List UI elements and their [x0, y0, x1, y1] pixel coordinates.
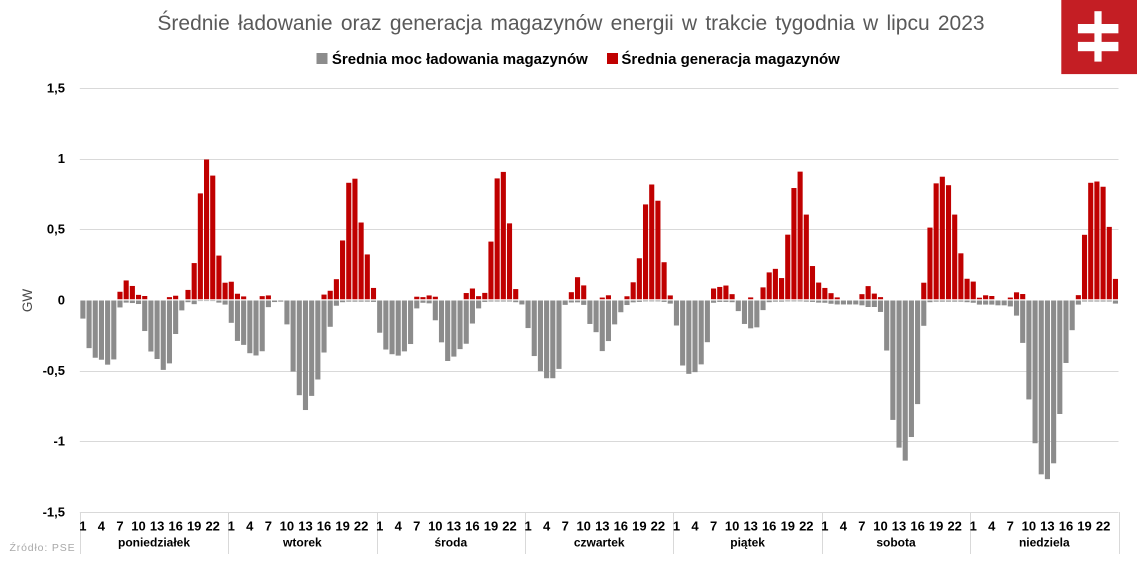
svg-text:19: 19: [929, 519, 943, 534]
svg-text:4: 4: [246, 519, 254, 534]
svg-text:środa: środa: [434, 536, 467, 550]
svg-text:16: 16: [168, 519, 182, 534]
svg-text:4: 4: [840, 519, 848, 534]
svg-text:19: 19: [484, 519, 498, 534]
svg-text:13: 13: [150, 519, 164, 534]
svg-text:1: 1: [821, 519, 828, 534]
svg-text:sobota: sobota: [876, 536, 916, 550]
svg-text:19: 19: [187, 519, 201, 534]
svg-text:7: 7: [1007, 519, 1014, 534]
svg-text:22: 22: [947, 519, 961, 534]
svg-text:10: 10: [428, 519, 442, 534]
svg-text:13: 13: [595, 519, 609, 534]
svg-text:czwartek: czwartek: [574, 536, 625, 550]
svg-text:Średnie ładowanie oraz generac: Średnie ładowanie oraz generacja magazyn…: [157, 11, 984, 35]
svg-text:1: 1: [524, 519, 531, 534]
svg-text:7: 7: [265, 519, 272, 534]
svg-text:22: 22: [651, 519, 665, 534]
svg-text:4: 4: [988, 519, 996, 534]
svg-text:10: 10: [280, 519, 294, 534]
svg-text:7: 7: [858, 519, 865, 534]
svg-text:16: 16: [317, 519, 331, 534]
svg-text:1: 1: [58, 151, 65, 166]
svg-text:10: 10: [873, 519, 887, 534]
svg-text:13: 13: [298, 519, 312, 534]
svg-text:Średnia generacja magazynów: Średnia generacja magazynów: [621, 50, 840, 68]
svg-text:13: 13: [1040, 519, 1054, 534]
svg-text:22: 22: [502, 519, 516, 534]
svg-text:10: 10: [725, 519, 739, 534]
svg-text:10: 10: [576, 519, 590, 534]
svg-text:Źródło: PSE: Źródło: PSE: [10, 541, 76, 554]
svg-text:1: 1: [228, 519, 235, 534]
svg-text:1: 1: [79, 519, 86, 534]
svg-text:16: 16: [1059, 519, 1073, 534]
svg-text:13: 13: [892, 519, 906, 534]
svg-text:-0,5: -0,5: [43, 363, 65, 378]
svg-text:4: 4: [543, 519, 551, 534]
svg-text:4: 4: [691, 519, 699, 534]
svg-text:7: 7: [710, 519, 717, 534]
svg-text:1: 1: [970, 519, 977, 534]
svg-text:13: 13: [743, 519, 757, 534]
svg-text:19: 19: [632, 519, 646, 534]
svg-text:22: 22: [205, 519, 219, 534]
svg-text:16: 16: [614, 519, 628, 534]
svg-text:19: 19: [781, 519, 795, 534]
svg-text:Średnia moc ładowania magazynó: Średnia moc ładowania magazynów: [332, 50, 588, 68]
svg-text:piątek: piątek: [730, 536, 765, 550]
svg-text:-1: -1: [53, 434, 65, 449]
svg-text:0,5: 0,5: [47, 222, 65, 237]
svg-text:13: 13: [447, 519, 461, 534]
svg-text:7: 7: [562, 519, 569, 534]
svg-text:0: 0: [58, 292, 65, 307]
svg-text:16: 16: [465, 519, 479, 534]
svg-text:1: 1: [376, 519, 383, 534]
svg-text:16: 16: [910, 519, 924, 534]
svg-text:22: 22: [1096, 519, 1110, 534]
svg-text:16: 16: [762, 519, 776, 534]
svg-text:4: 4: [98, 519, 106, 534]
svg-text:10: 10: [131, 519, 145, 534]
svg-text:19: 19: [335, 519, 349, 534]
svg-text:19: 19: [1077, 519, 1091, 534]
svg-text:GW: GW: [20, 289, 35, 313]
svg-text:-1,5: -1,5: [43, 504, 65, 519]
svg-text:22: 22: [799, 519, 813, 534]
svg-text:4: 4: [395, 519, 403, 534]
svg-text:niedziela: niedziela: [1019, 536, 1070, 550]
svg-text:1,5: 1,5: [47, 80, 65, 95]
svg-text:7: 7: [413, 519, 420, 534]
svg-text:wtorek: wtorek: [282, 536, 322, 550]
svg-text:7: 7: [116, 519, 123, 534]
svg-text:poniedziałek: poniedziałek: [118, 536, 190, 550]
svg-text:10: 10: [1022, 519, 1036, 534]
svg-text:22: 22: [354, 519, 368, 534]
svg-text:1: 1: [673, 519, 680, 534]
